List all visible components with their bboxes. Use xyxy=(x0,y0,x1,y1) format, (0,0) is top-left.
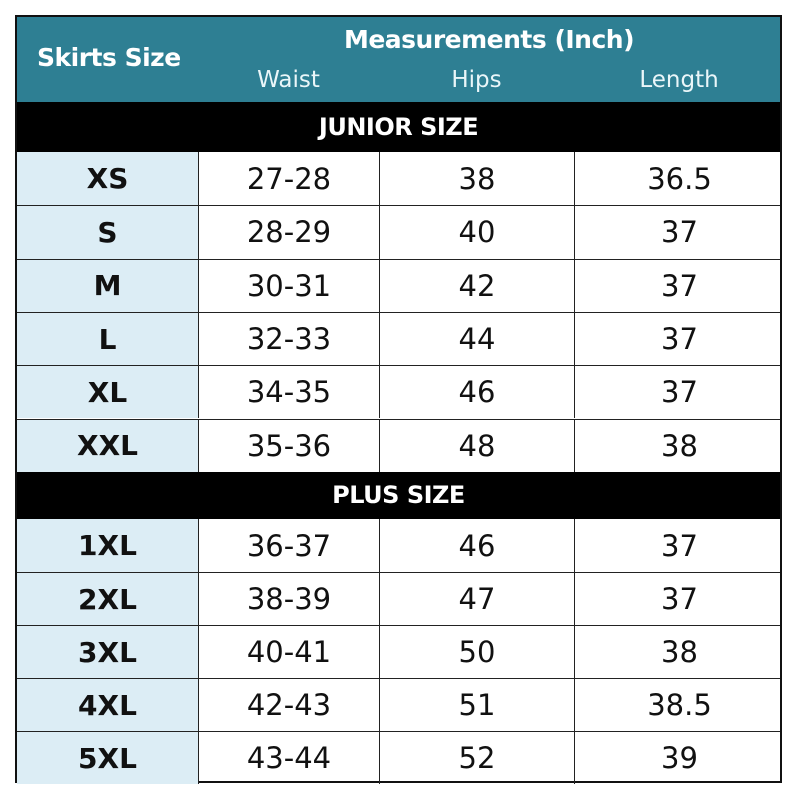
waist-cell: 32-33 xyxy=(198,312,379,366)
length-cell: 39 xyxy=(574,732,784,784)
waist-cell: 43-44 xyxy=(198,732,379,784)
waist-cell: 27-28 xyxy=(198,152,379,206)
size-cell: XS xyxy=(17,152,198,206)
waist-cell: 42-43 xyxy=(198,679,379,731)
hips-cell: 40 xyxy=(379,206,574,259)
table-header: Skirts Size Measurements (Inch) Waist Hi… xyxy=(17,17,780,102)
hips-cell: 47 xyxy=(379,573,574,625)
size-cell: XL xyxy=(17,366,198,419)
length-cell: 38.5 xyxy=(574,679,784,731)
size-cell: L xyxy=(17,312,198,366)
size-cell: 4XL xyxy=(17,679,198,731)
size-cell: 5XL xyxy=(17,732,198,784)
waist-cell: 34-35 xyxy=(198,366,379,419)
waist-cell: 28-29 xyxy=(198,206,379,259)
size-cell: 3XL xyxy=(17,626,198,678)
table-row: XS 27-28 38 36.5 xyxy=(17,152,780,206)
table-row: 1XL 36-37 46 37 xyxy=(17,519,780,572)
size-cell: XXL xyxy=(17,419,198,472)
table-row: 2XL 38-39 47 37 xyxy=(17,572,780,625)
size-chart-table: Skirts Size Measurements (Inch) Waist Hi… xyxy=(15,15,782,784)
waist-cell: 36-37 xyxy=(198,519,379,572)
table-row: XL 34-35 46 37 xyxy=(17,365,780,419)
waist-cell: 30-31 xyxy=(198,259,379,312)
size-cell: M xyxy=(17,259,198,312)
size-cell: S xyxy=(17,206,198,259)
size-cell: 2XL xyxy=(17,573,198,625)
hips-cell: 38 xyxy=(379,152,574,206)
hips-cell: 50 xyxy=(379,626,574,678)
length-cell: 38 xyxy=(574,419,784,472)
hips-cell: 46 xyxy=(379,519,574,572)
length-cell: 37 xyxy=(574,519,784,572)
table-row: S 28-29 40 37 xyxy=(17,205,780,259)
table-row: XXL 35-36 48 38 xyxy=(17,418,780,472)
measurements-header: Measurements (Inch) xyxy=(343,25,635,54)
hips-cell: 44 xyxy=(379,312,574,366)
table-row: 3XL 40-41 50 38 xyxy=(17,625,780,678)
section-header: PLUS SIZE xyxy=(17,472,780,519)
hips-cell: 46 xyxy=(379,366,574,419)
length-cell: 37 xyxy=(574,312,784,366)
length-cell: 37 xyxy=(574,366,784,419)
length-cell: 38 xyxy=(574,626,784,678)
table-row: 4XL 42-43 51 38.5 xyxy=(17,678,780,731)
length-cell: 37 xyxy=(574,573,784,625)
hips-cell: 48 xyxy=(379,419,574,472)
hips-cell: 52 xyxy=(379,732,574,784)
size-cell: 1XL xyxy=(17,519,198,572)
table-row: M 30-31 42 37 xyxy=(17,258,780,312)
section-header: JUNIOR SIZE xyxy=(17,102,780,152)
table-row: L 32-33 44 37 xyxy=(17,311,780,366)
waist-cell: 38-39 xyxy=(198,573,379,625)
hips-column-header: Hips xyxy=(451,67,502,93)
length-cell: 37 xyxy=(574,259,784,312)
length-column-header: Length xyxy=(639,67,719,93)
waist-column-header: Waist xyxy=(257,67,320,93)
waist-cell: 35-36 xyxy=(198,419,379,472)
waist-cell: 40-41 xyxy=(198,626,379,678)
length-cell: 36.5 xyxy=(574,152,784,206)
length-cell: 37 xyxy=(574,206,784,259)
size-column-header: Skirts Size xyxy=(37,43,181,72)
hips-cell: 42 xyxy=(379,259,574,312)
hips-cell: 51 xyxy=(379,679,574,731)
table-row: 5XL 43-44 52 39 xyxy=(17,731,780,784)
